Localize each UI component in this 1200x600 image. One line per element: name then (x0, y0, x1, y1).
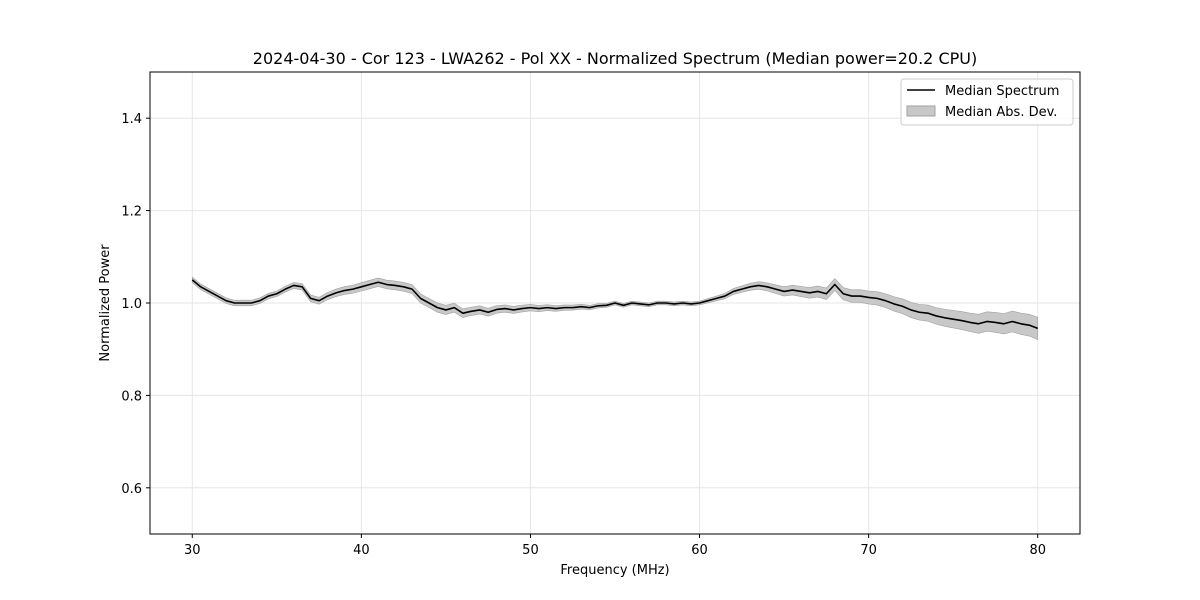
y-tick-label: 1.0 (121, 297, 142, 312)
mad-band (191, 276, 1039, 340)
legend-label-median: Median Spectrum (945, 84, 1059, 99)
y-axis-label: Normalized Power (98, 244, 113, 362)
x-tick-label: 40 (353, 543, 370, 558)
x-tick-label: 80 (1029, 543, 1046, 558)
y-axis-ticks: 0.6 0.8 1.0 1.2 1.4 (121, 112, 150, 497)
legend: Median Spectrum Median Abs. Dev. (900, 78, 1074, 126)
mad-band-area (191, 276, 1039, 340)
x-tick-label: 60 (691, 543, 708, 558)
median-spectrum-line (191, 279, 1039, 330)
legend-band-swatch (906, 105, 936, 117)
x-tick-label: 30 (184, 543, 201, 558)
median-line (191, 279, 1039, 330)
x-tick-label: 70 (860, 543, 877, 558)
x-axis-ticks: 30 40 50 60 70 80 (184, 534, 1046, 558)
x-axis-label: Frequency (MHz) (560, 563, 669, 578)
y-tick-label: 0.6 (121, 482, 142, 497)
y-tick-label: 0.8 (121, 389, 142, 404)
y-tick-label: 1.2 (121, 205, 142, 220)
y-tick-label: 1.4 (121, 112, 142, 127)
x-tick-label: 50 (522, 543, 539, 558)
chart-title: 2024-04-30 - Cor 123 - LWA262 - Pol XX -… (253, 49, 977, 68)
legend-box (900, 78, 1074, 126)
legend-label-mad: Median Abs. Dev. (945, 105, 1057, 120)
